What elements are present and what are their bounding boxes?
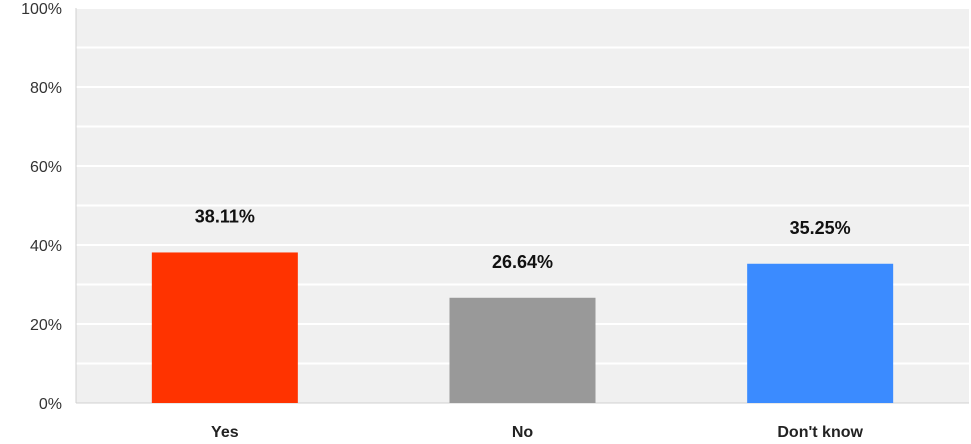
data-label: 35.25% [790, 218, 851, 238]
y-tick-label: 80% [30, 80, 62, 97]
x-axis-categories: Yes No Don't know [211, 424, 863, 441]
y-axis-ticks: 0% 20% 40% 60% 80% 100% [21, 1, 62, 413]
x-category-label: No [512, 424, 534, 441]
y-tick-label: 60% [30, 159, 62, 176]
y-tick-label: 20% [30, 317, 62, 334]
y-tick-label: 100% [21, 1, 62, 18]
bar [747, 263, 894, 403]
bar [449, 297, 596, 403]
bar [151, 252, 298, 403]
bars [151, 252, 894, 403]
y-tick-label: 0% [39, 396, 62, 413]
y-tick-label: 40% [30, 238, 62, 255]
data-labels: 38.11% 26.64% 35.25% [195, 206, 851, 271]
data-label: 38.11% [195, 206, 255, 226]
x-category-label: Yes [211, 424, 239, 441]
x-category-label: Don't know [777, 424, 863, 441]
data-label: 26.64% [492, 252, 553, 272]
